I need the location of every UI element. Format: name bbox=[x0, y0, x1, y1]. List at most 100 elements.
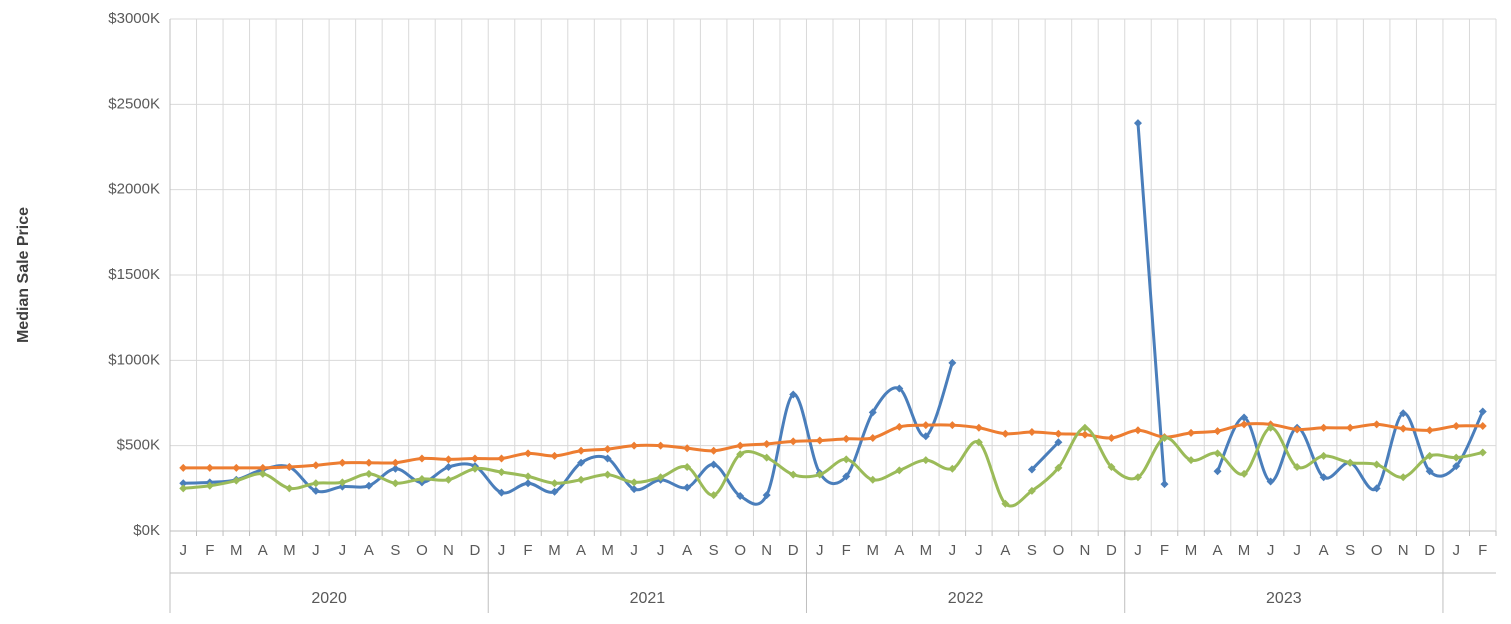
x-tick-label: A bbox=[1213, 542, 1223, 559]
point-marker bbox=[1240, 413, 1249, 422]
point-marker bbox=[603, 454, 612, 463]
point-marker bbox=[258, 463, 267, 472]
point-marker bbox=[762, 491, 771, 500]
x-tick-label: F bbox=[842, 542, 851, 559]
point-marker bbox=[1054, 463, 1063, 472]
point-marker bbox=[974, 438, 983, 447]
point-marker bbox=[1319, 473, 1328, 482]
point-marker bbox=[1054, 438, 1063, 447]
point-marker bbox=[311, 486, 320, 495]
y-tick-label: $3000K bbox=[108, 10, 160, 27]
point-marker bbox=[815, 436, 824, 445]
x-tick-label: D bbox=[788, 542, 799, 559]
x-tick-label: M bbox=[548, 542, 561, 559]
point-marker bbox=[1240, 420, 1249, 429]
point-marker bbox=[205, 481, 214, 490]
group-label: 2022 bbox=[948, 590, 984, 607]
point-marker bbox=[364, 458, 373, 467]
point-marker bbox=[1399, 424, 1408, 433]
y-tick-label: $1500K bbox=[108, 266, 160, 283]
point-marker bbox=[1160, 433, 1169, 442]
x-tick-label: M bbox=[230, 542, 243, 559]
point-marker bbox=[895, 384, 904, 393]
point-marker bbox=[683, 483, 692, 492]
point-marker bbox=[1187, 428, 1196, 437]
x-tick-label: S bbox=[709, 542, 719, 559]
y-tick-label: $1000K bbox=[108, 351, 160, 368]
point-marker bbox=[285, 484, 294, 493]
point-marker bbox=[550, 479, 559, 488]
point-marker bbox=[1213, 449, 1222, 458]
point-marker bbox=[179, 484, 188, 493]
x-tick-label: J bbox=[1452, 542, 1460, 559]
point-marker bbox=[1478, 407, 1487, 416]
point-marker bbox=[364, 481, 373, 490]
point-marker bbox=[736, 441, 745, 450]
x-tick-label: J bbox=[498, 542, 506, 559]
point-marker bbox=[603, 470, 612, 479]
point-marker bbox=[789, 437, 798, 446]
point-marker bbox=[1478, 422, 1487, 431]
point-marker bbox=[258, 469, 267, 478]
point-marker bbox=[656, 473, 665, 482]
x-tick-label: M bbox=[283, 542, 296, 559]
point-marker bbox=[444, 475, 453, 484]
point-marker bbox=[470, 454, 479, 463]
x-tick-label: J bbox=[975, 542, 983, 559]
x-tick-label: J bbox=[339, 542, 347, 559]
point-marker bbox=[524, 449, 533, 458]
point-marker bbox=[630, 441, 639, 450]
point-marker bbox=[417, 454, 426, 463]
point-marker bbox=[736, 492, 745, 501]
point-marker bbox=[630, 478, 639, 487]
x-tick-label: M bbox=[920, 542, 933, 559]
x-tick-label: O bbox=[1053, 542, 1065, 559]
point-marker bbox=[1001, 429, 1010, 438]
point-marker bbox=[1160, 480, 1169, 489]
point-marker bbox=[1478, 448, 1487, 457]
point-marker bbox=[444, 463, 453, 471]
point-marker bbox=[1452, 422, 1461, 431]
point-marker bbox=[205, 463, 214, 472]
point-marker bbox=[1425, 451, 1434, 460]
point-marker bbox=[948, 464, 957, 473]
point-marker bbox=[1027, 465, 1036, 474]
point-marker bbox=[232, 463, 241, 472]
point-marker bbox=[470, 464, 479, 473]
x-tick-label: D bbox=[1106, 542, 1117, 559]
point-marker bbox=[842, 434, 851, 443]
x-tick-label: O bbox=[1371, 542, 1383, 559]
x-tick-label: M bbox=[1238, 542, 1251, 559]
point-marker bbox=[1107, 463, 1116, 471]
x-tick-label: O bbox=[416, 542, 428, 559]
x-tick-label: J bbox=[949, 542, 957, 559]
x-tick-label: J bbox=[1134, 542, 1142, 559]
x-tick-label: M bbox=[1185, 542, 1198, 559]
point-marker bbox=[1001, 499, 1010, 508]
point-marker bbox=[391, 479, 400, 488]
point-marker bbox=[1346, 458, 1355, 467]
point-marker bbox=[921, 421, 930, 430]
point-marker bbox=[603, 445, 612, 454]
group-label: 2020 bbox=[311, 590, 347, 607]
x-tick-label: N bbox=[1398, 542, 1409, 559]
point-marker bbox=[868, 433, 877, 442]
point-marker bbox=[1187, 456, 1196, 465]
point-marker bbox=[1293, 425, 1302, 434]
point-marker bbox=[630, 485, 639, 494]
point-marker bbox=[285, 463, 294, 471]
point-marker bbox=[444, 455, 453, 464]
y-tick-label: $2000K bbox=[108, 181, 160, 198]
point-marker bbox=[1080, 423, 1089, 432]
point-marker bbox=[709, 460, 718, 469]
point-marker bbox=[921, 456, 930, 465]
x-tick-label: A bbox=[1319, 542, 1329, 559]
x-tick-label: A bbox=[894, 542, 904, 559]
point-marker bbox=[974, 423, 983, 432]
point-marker bbox=[948, 421, 957, 430]
point-marker bbox=[789, 390, 798, 399]
point-marker bbox=[868, 408, 877, 417]
x-tick-label: N bbox=[761, 542, 772, 559]
point-marker bbox=[364, 469, 373, 478]
